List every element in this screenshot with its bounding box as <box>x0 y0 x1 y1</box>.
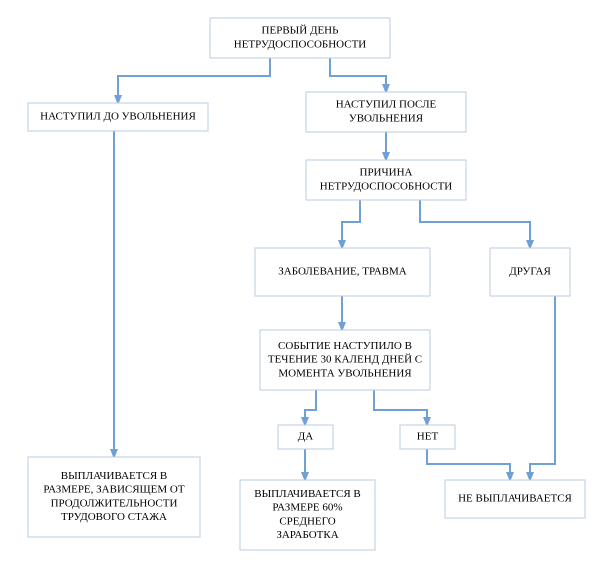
edge-within30-yes <box>305 390 316 425</box>
edge-reason-other <box>420 200 530 248</box>
node-within30-label-0: СОБЫТИЕ НАСТУПИЛО В <box>278 340 412 352</box>
node-within30-label-2: МОМЕНТА УВОЛЬНЕНИЯ <box>278 367 412 379</box>
nodes-layer: ПЕРВЫЙ ДЕНЬНЕТРУДОСПОСОБНОСТИНАСТУПИЛ ДО… <box>28 18 585 550</box>
edge-within30-no <box>374 390 427 425</box>
node-within30-label-1: ТЕЧЕНИЕ 30 КАЛЕНД ДНЕЙ С <box>268 354 422 366</box>
node-before-label-0: НАСТУПИЛ ДО УВОЛЬНЕНИЯ <box>40 111 196 123</box>
node-pay60: ВЫПЛАЧИВАЕТСЯ В РАЗМЕРЕ 60%СРЕДНЕГО ЗАРАБО… <box>240 480 375 550</box>
node-after-label-1: УВОЛЬНЕНИЯ <box>349 112 424 124</box>
node-yes: ДА <box>278 425 333 449</box>
node-pay_by_stage: ВЫПЛАЧИВАЕТСЯ В РАЗМЕРЕ, ЗАВИСЯЩЕМ ОТПРОД… <box>28 457 200 537</box>
edge-no-nopay <box>427 449 510 480</box>
node-root-label-0: ПЕРВЫЙ ДЕНЬ <box>262 25 339 37</box>
node-nopay: НЕ ВЫПЛАЧИВАЕТСЯ <box>445 480 585 518</box>
node-pay_by_stage-label-1: РАЗМЕРЕ, ЗАВИСЯЩЕМ ОТ <box>43 484 184 496</box>
node-other-label-0: ДРУГАЯ <box>509 266 551 278</box>
node-no-label-0: НЕТ <box>417 431 439 443</box>
node-no: НЕТ <box>400 425 455 449</box>
node-yes-label-0: ДА <box>298 431 314 443</box>
node-pay60-label-1: РАЗМЕРЕ 60% <box>272 502 342 514</box>
node-after-label-0: НАСТУПИЛ ПОСЛЕ <box>336 99 437 111</box>
node-pay60-label-0: ВЫПЛАЧИВАЕТСЯ В <box>254 488 361 500</box>
edge-other-nopay <box>530 296 555 480</box>
edge-reason-illness <box>342 200 360 248</box>
node-illness: ЗАБОЛЕВАНИЕ, ТРАВМА <box>255 248 430 296</box>
node-root: ПЕРВЫЙ ДЕНЬНЕТРУДОСПОСОБНОСТИ <box>210 18 390 58</box>
edge-root-after <box>330 58 386 92</box>
node-pay_by_stage-label-0: ВЫПЛАЧИВАЕТСЯ В <box>61 470 168 482</box>
node-before: НАСТУПИЛ ДО УВОЛЬНЕНИЯ <box>28 103 208 131</box>
node-pay_by_stage-label-2: ПРОДОЛЖИТЕЛЬНОСТИ <box>51 497 178 509</box>
node-other: ДРУГАЯ <box>490 248 570 296</box>
node-nopay-label-0: НЕ ВЫПЛАЧИВАЕТСЯ <box>458 493 572 505</box>
node-root-label-1: НЕТРУДОСПОСОБНОСТИ <box>234 38 367 50</box>
node-within30: СОБЫТИЕ НАСТУПИЛО В ТЕЧЕНИЕ 30 КАЛЕНД ДНЕ… <box>260 330 430 390</box>
edge-root-before <box>118 58 270 103</box>
node-pay60-label-2: СРЕДНЕГО <box>279 515 335 527</box>
node-reason-label-1: НЕТРУДОСПОСОБНОСТИ <box>320 180 453 192</box>
flowchart: ПЕРВЫЙ ДЕНЬНЕТРУДОСПОСОБНОСТИНАСТУПИЛ ДО… <box>0 0 600 578</box>
node-pay_by_stage-label-3: ТРУДОВОГО СТАЖА <box>61 511 167 523</box>
node-after: НАСТУПИЛ ПОСЛЕУВОЛЬНЕНИЯ <box>306 92 466 132</box>
node-illness-label-0: ЗАБОЛЕВАНИЕ, ТРАВМА <box>278 266 406 278</box>
node-pay60-label-3: ЗАРАБОТКА <box>276 529 338 541</box>
node-reason-label-0: ПРИЧИНА <box>360 167 413 179</box>
node-reason: ПРИЧИНАНЕТРУДОСПОСОБНОСТИ <box>306 160 466 200</box>
